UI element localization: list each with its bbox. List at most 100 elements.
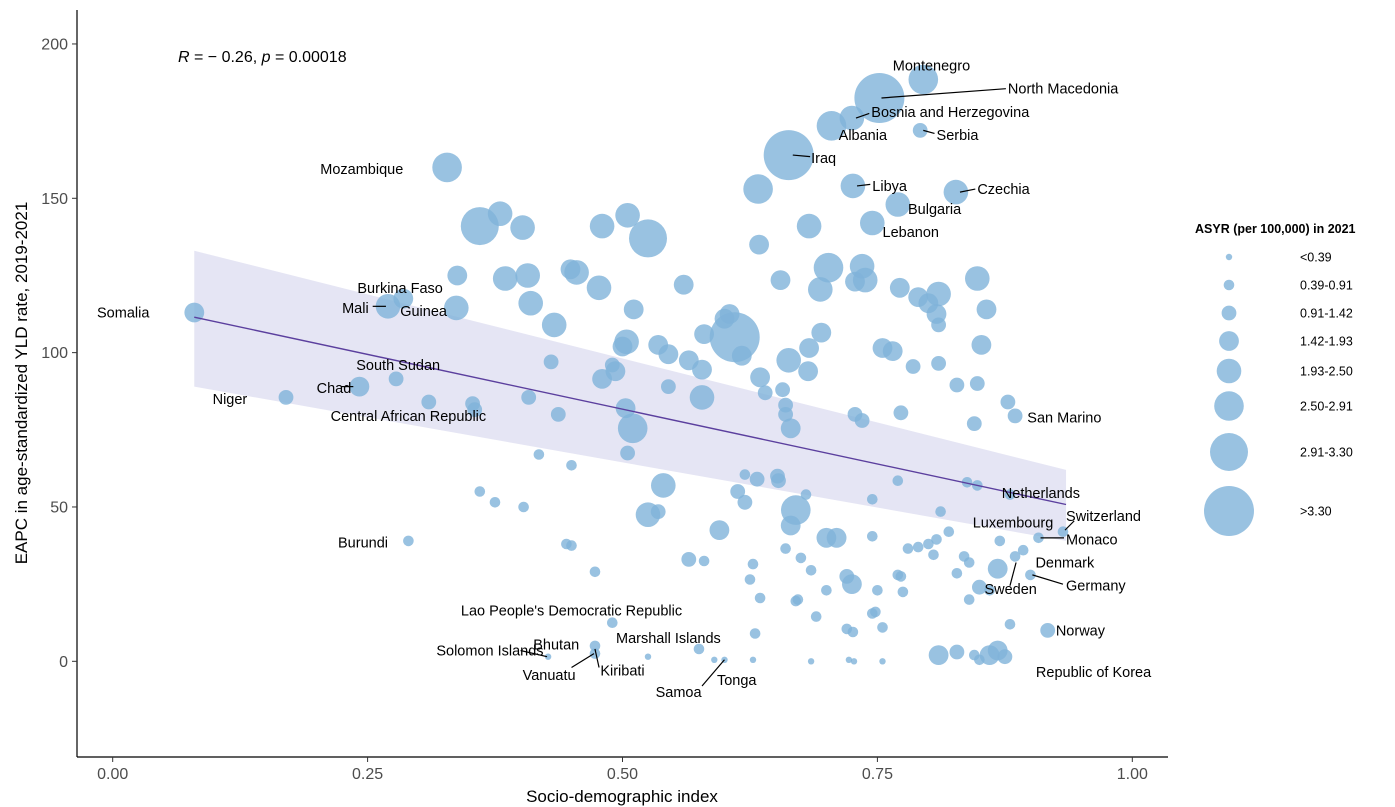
data-point (658, 344, 679, 365)
r-value: = − 0.26, (190, 49, 262, 66)
label-bosnia-and-herzegovina: Bosnia and Herzegovina (871, 105, 1030, 121)
label-switzerland: Switzerland (1066, 509, 1141, 525)
data-point (776, 348, 801, 373)
data-point (963, 557, 975, 568)
point-denmark (987, 558, 1008, 579)
data-point (444, 295, 469, 321)
label-netherlands: Netherlands (1002, 486, 1080, 502)
data-point (850, 658, 858, 665)
point-chad (349, 376, 370, 397)
point-somalia (184, 302, 205, 323)
leader-line-germany (1032, 574, 1064, 585)
p-symbol: p (261, 49, 271, 66)
label-monaco: Monaco (1066, 532, 1118, 548)
legend-key (1223, 279, 1235, 291)
data-point (778, 407, 793, 422)
data-point (541, 312, 567, 338)
label-lao-people-s-democratic-republic: Lao People's Democratic Republic (461, 603, 682, 619)
label-serbia: Serbia (937, 128, 980, 144)
data-point (963, 594, 975, 605)
data-point (566, 540, 577, 551)
y-tick-label: 200 (41, 36, 68, 53)
data-point (749, 234, 769, 255)
data-point (976, 299, 997, 320)
data-point (620, 445, 635, 461)
data-point (492, 266, 518, 291)
data-point (798, 361, 818, 382)
data-point (623, 299, 644, 320)
label-south-sudan: South Sudan (356, 358, 440, 374)
p-value: = 0.00018 (271, 49, 347, 66)
data-point (872, 585, 883, 596)
legend-label: 0.39-0.91 (1300, 279, 1353, 293)
point-montenegro (908, 64, 939, 95)
data-point (811, 322, 832, 343)
data-point (521, 390, 537, 405)
label-republic-of-korea: Republic of Korea (1036, 665, 1152, 681)
point-serbia (912, 122, 928, 138)
label-tonga: Tonga (717, 673, 757, 689)
legend-key (1214, 391, 1244, 421)
label-san-marino: San Marino (1027, 410, 1101, 426)
data-point (928, 549, 939, 561)
data-point (897, 586, 909, 598)
data-point (931, 317, 946, 333)
x-tick-label: 0.25 (352, 766, 383, 783)
label-burundi: Burundi (338, 535, 388, 551)
point-albania (816, 111, 847, 141)
data-point (650, 504, 666, 519)
data-point (681, 552, 697, 567)
data-point (711, 656, 718, 663)
leader-line-tonga (701, 659, 725, 687)
legend-title: ASYR (per 100,000) in 2021 (1195, 222, 1356, 236)
data-point (515, 263, 540, 288)
data-point (421, 394, 437, 410)
data-point (698, 555, 710, 567)
data-point (905, 359, 921, 374)
label-germany: Germany (1066, 579, 1126, 595)
data-point (854, 413, 870, 428)
data-point (612, 336, 633, 357)
data-point (994, 535, 1006, 547)
point-bulgaria (885, 192, 911, 217)
data-point (586, 275, 612, 301)
data-point (731, 345, 752, 366)
regression-line-layer (194, 316, 1067, 506)
legend-label: 2.50-2.91 (1300, 400, 1353, 414)
data-point (739, 469, 751, 480)
data-point (447, 265, 468, 286)
confidence-band (194, 250, 1067, 541)
data-point (780, 543, 791, 554)
point-kiribati (589, 640, 601, 652)
data-point (807, 658, 815, 665)
data-point (882, 341, 903, 361)
legend-key (1225, 253, 1233, 261)
legend-key (1219, 331, 1239, 351)
data-point (808, 277, 833, 302)
legend-label: >3.30 (1300, 505, 1332, 519)
y-tick-label: 0 (59, 654, 68, 671)
data-point (754, 592, 766, 604)
data-point (747, 558, 759, 570)
legend-label: <0.39 (1300, 251, 1332, 265)
label-north-macedonia: North Macedonia (1008, 82, 1119, 98)
data-point (757, 385, 773, 401)
data-point (969, 376, 985, 391)
data-point (460, 207, 499, 246)
label-denmark: Denmark (1035, 556, 1095, 572)
data-point (949, 377, 965, 393)
data-point (489, 497, 501, 508)
data-point (805, 565, 817, 576)
data-point (879, 658, 886, 665)
legend-label: 1.42-1.93 (1300, 335, 1353, 349)
point-iraq (763, 130, 814, 181)
label-mozambique: Mozambique (320, 162, 403, 178)
label-luxembourg: Luxembourg (973, 515, 1054, 531)
legend-label: 1.93-2.50 (1300, 365, 1353, 379)
leader-line-libya (856, 183, 871, 187)
data-point (689, 385, 715, 410)
x-tick-label: 0.50 (607, 766, 638, 783)
data-point (673, 274, 694, 295)
label-iraq: Iraq (811, 151, 836, 167)
y-tick-label: 100 (41, 345, 68, 362)
